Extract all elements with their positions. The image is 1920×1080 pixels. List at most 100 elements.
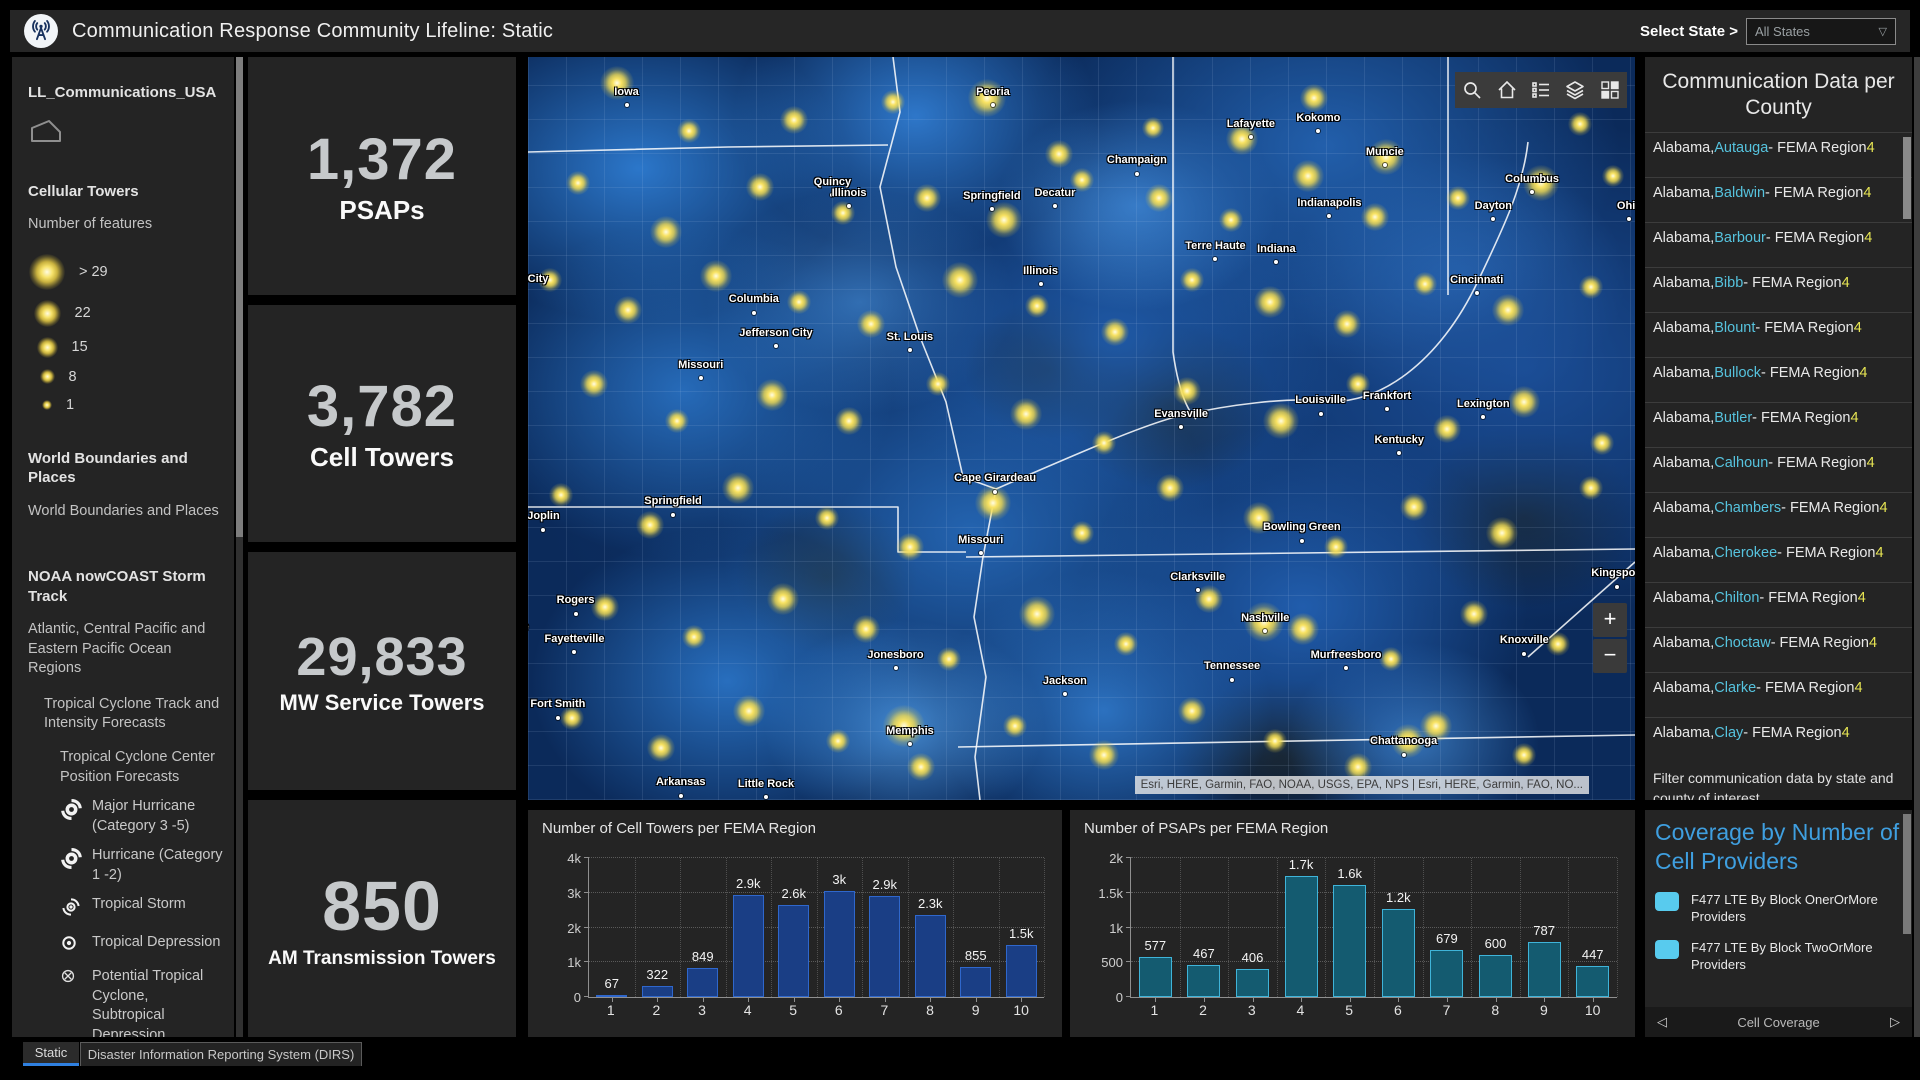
- bar-region-3[interactable]: [1235, 968, 1270, 997]
- coverage-map[interactable]: Iowa Peoria Lafayette Kokomo Muncie Champaign…: [528, 57, 1635, 800]
- tower-dot[interactable]: [1445, 186, 1470, 211]
- state-select-dropdown[interactable]: All States ▽: [1746, 17, 1896, 45]
- tower-dot[interactable]: [787, 290, 812, 315]
- tower-dot[interactable]: [700, 260, 733, 293]
- tower-dot[interactable]: [733, 694, 766, 727]
- county-row[interactable]: Alabama, Butler - FEMA Region 4: [1645, 401, 1912, 447]
- arrow-right-icon[interactable]: ▷: [1890, 1014, 1900, 1029]
- tower-dot[interactable]: [1253, 286, 1286, 319]
- tower-dot[interactable]: [936, 646, 961, 671]
- tower-dot[interactable]: [1567, 111, 1592, 136]
- tower-dot[interactable]: [974, 484, 1011, 521]
- tower-dot[interactable]: [613, 295, 642, 324]
- tower-dot[interactable]: [676, 119, 701, 144]
- tower-dot[interactable]: [1486, 516, 1519, 549]
- bar-region-4[interactable]: [1284, 876, 1318, 997]
- tower-dot[interactable]: [851, 615, 880, 644]
- county-row[interactable]: Alabama, Cherokee - FEMA Region 4: [1645, 536, 1912, 582]
- tower-dot[interactable]: [906, 752, 935, 781]
- tower-dot[interactable]: [1419, 709, 1452, 742]
- county-row[interactable]: Alabama, Chilton - FEMA Region 4: [1645, 581, 1912, 627]
- county-row[interactable]: Alabama, Clarke - FEMA Region 4: [1645, 671, 1912, 717]
- tower-dot[interactable]: [883, 704, 926, 747]
- tower-dot[interactable]: [1262, 403, 1299, 440]
- tower-dot[interactable]: [1019, 596, 1056, 633]
- tower-dot[interactable]: [646, 733, 675, 762]
- bar-region-10[interactable]: [1005, 944, 1037, 997]
- bar-region-5[interactable]: [778, 904, 810, 997]
- tower-dot[interactable]: [1491, 293, 1524, 326]
- county-list-scrollbar[interactable]: [1903, 137, 1911, 219]
- search-icon[interactable]: [1461, 79, 1483, 101]
- tower-dot[interactable]: [591, 592, 620, 621]
- county-row[interactable]: Alabama, Blount - FEMA Region 4: [1645, 311, 1912, 357]
- tower-dot[interactable]: [1324, 535, 1349, 560]
- bar-region-4[interactable]: [732, 894, 764, 997]
- tower-dot[interactable]: [835, 407, 864, 436]
- county-row[interactable]: Alabama, Calhoun - FEMA Region 4: [1645, 446, 1912, 492]
- tower-dot[interactable]: [1367, 139, 1404, 176]
- tower-dot[interactable]: [1045, 139, 1074, 168]
- tower-dot[interactable]: [1601, 164, 1624, 187]
- tower-dot[interactable]: [599, 66, 634, 100]
- county-row[interactable]: Alabama, Clay - FEMA Region 4: [1645, 716, 1912, 762]
- tower-dot[interactable]: [1088, 740, 1119, 771]
- bar-region-7[interactable]: [1430, 949, 1464, 997]
- tower-dot[interactable]: [1379, 646, 1404, 671]
- bar-region-1[interactable]: [596, 994, 628, 997]
- zoom-in-button[interactable]: +: [1593, 603, 1627, 637]
- tower-dot[interactable]: [1100, 317, 1129, 346]
- bar-region-9[interactable]: [960, 967, 992, 997]
- tower-dot[interactable]: [1299, 83, 1328, 112]
- tower-dot[interactable]: [722, 471, 755, 504]
- county-row[interactable]: Alabama, Barbour - FEMA Region 4: [1645, 221, 1912, 267]
- bar-region-10[interactable]: [1576, 965, 1610, 997]
- basemap-icon[interactable]: [1599, 79, 1621, 101]
- tower-dot[interactable]: [831, 201, 856, 226]
- tower-dot[interactable]: [895, 533, 924, 562]
- bar-region-5[interactable]: [1333, 885, 1367, 997]
- tower-dot[interactable]: [1522, 165, 1559, 202]
- tower-dot[interactable]: [1344, 752, 1373, 781]
- layers-icon[interactable]: [1564, 79, 1586, 101]
- county-row[interactable]: Alabama, Autauga - FEMA Region 4: [1645, 131, 1912, 177]
- tower-dot[interactable]: [560, 706, 585, 731]
- tower-dot[interactable]: [1113, 631, 1138, 656]
- tower-dot[interactable]: [1156, 473, 1185, 502]
- tower-dot[interactable]: [565, 171, 590, 196]
- tower-dot[interactable]: [1360, 202, 1389, 231]
- tower-dot[interactable]: [1142, 116, 1165, 139]
- tower-dot[interactable]: [1432, 414, 1461, 443]
- tower-dot[interactable]: [814, 505, 839, 530]
- tower-dot[interactable]: [1091, 431, 1116, 456]
- bar-region-7[interactable]: [869, 896, 901, 997]
- tower-dot[interactable]: [538, 267, 563, 292]
- county-row[interactable]: Alabama, Choctaw - FEMA Region 4: [1645, 626, 1912, 672]
- tower-dot[interactable]: [682, 624, 707, 649]
- tower-dot[interactable]: [1226, 122, 1258, 155]
- legend-icon[interactable]: [1530, 79, 1552, 101]
- tower-dot[interactable]: [1346, 371, 1371, 396]
- tower-dot[interactable]: [825, 728, 850, 753]
- bar-region-3[interactable]: [687, 967, 719, 997]
- tower-dot[interactable]: [665, 409, 690, 434]
- county-row[interactable]: Alabama, Chambers - FEMA Region 4: [1645, 491, 1912, 537]
- bar-region-8[interactable]: [1478, 955, 1513, 997]
- tower-dot[interactable]: [1010, 397, 1043, 430]
- tower-dot[interactable]: [1025, 293, 1050, 318]
- tower-dot[interactable]: [755, 379, 788, 412]
- bar-region-1[interactable]: [1138, 956, 1172, 997]
- tower-dot[interactable]: [925, 371, 950, 396]
- tower-dot[interactable]: [1399, 492, 1428, 521]
- tab-static[interactable]: Static: [23, 1042, 79, 1066]
- tower-dot[interactable]: [1003, 713, 1028, 738]
- tower-dot[interactable]: [1460, 600, 1489, 629]
- tower-dot[interactable]: [746, 173, 775, 202]
- tower-dot[interactable]: [1578, 475, 1603, 500]
- tower-dot[interactable]: [941, 261, 978, 298]
- tower-dot[interactable]: [1069, 167, 1094, 192]
- tower-dot[interactable]: [1244, 601, 1285, 642]
- tower-dot[interactable]: [1178, 696, 1207, 725]
- arrow-left-icon[interactable]: ◁: [1657, 1014, 1667, 1029]
- bar-region-6[interactable]: [1381, 909, 1415, 997]
